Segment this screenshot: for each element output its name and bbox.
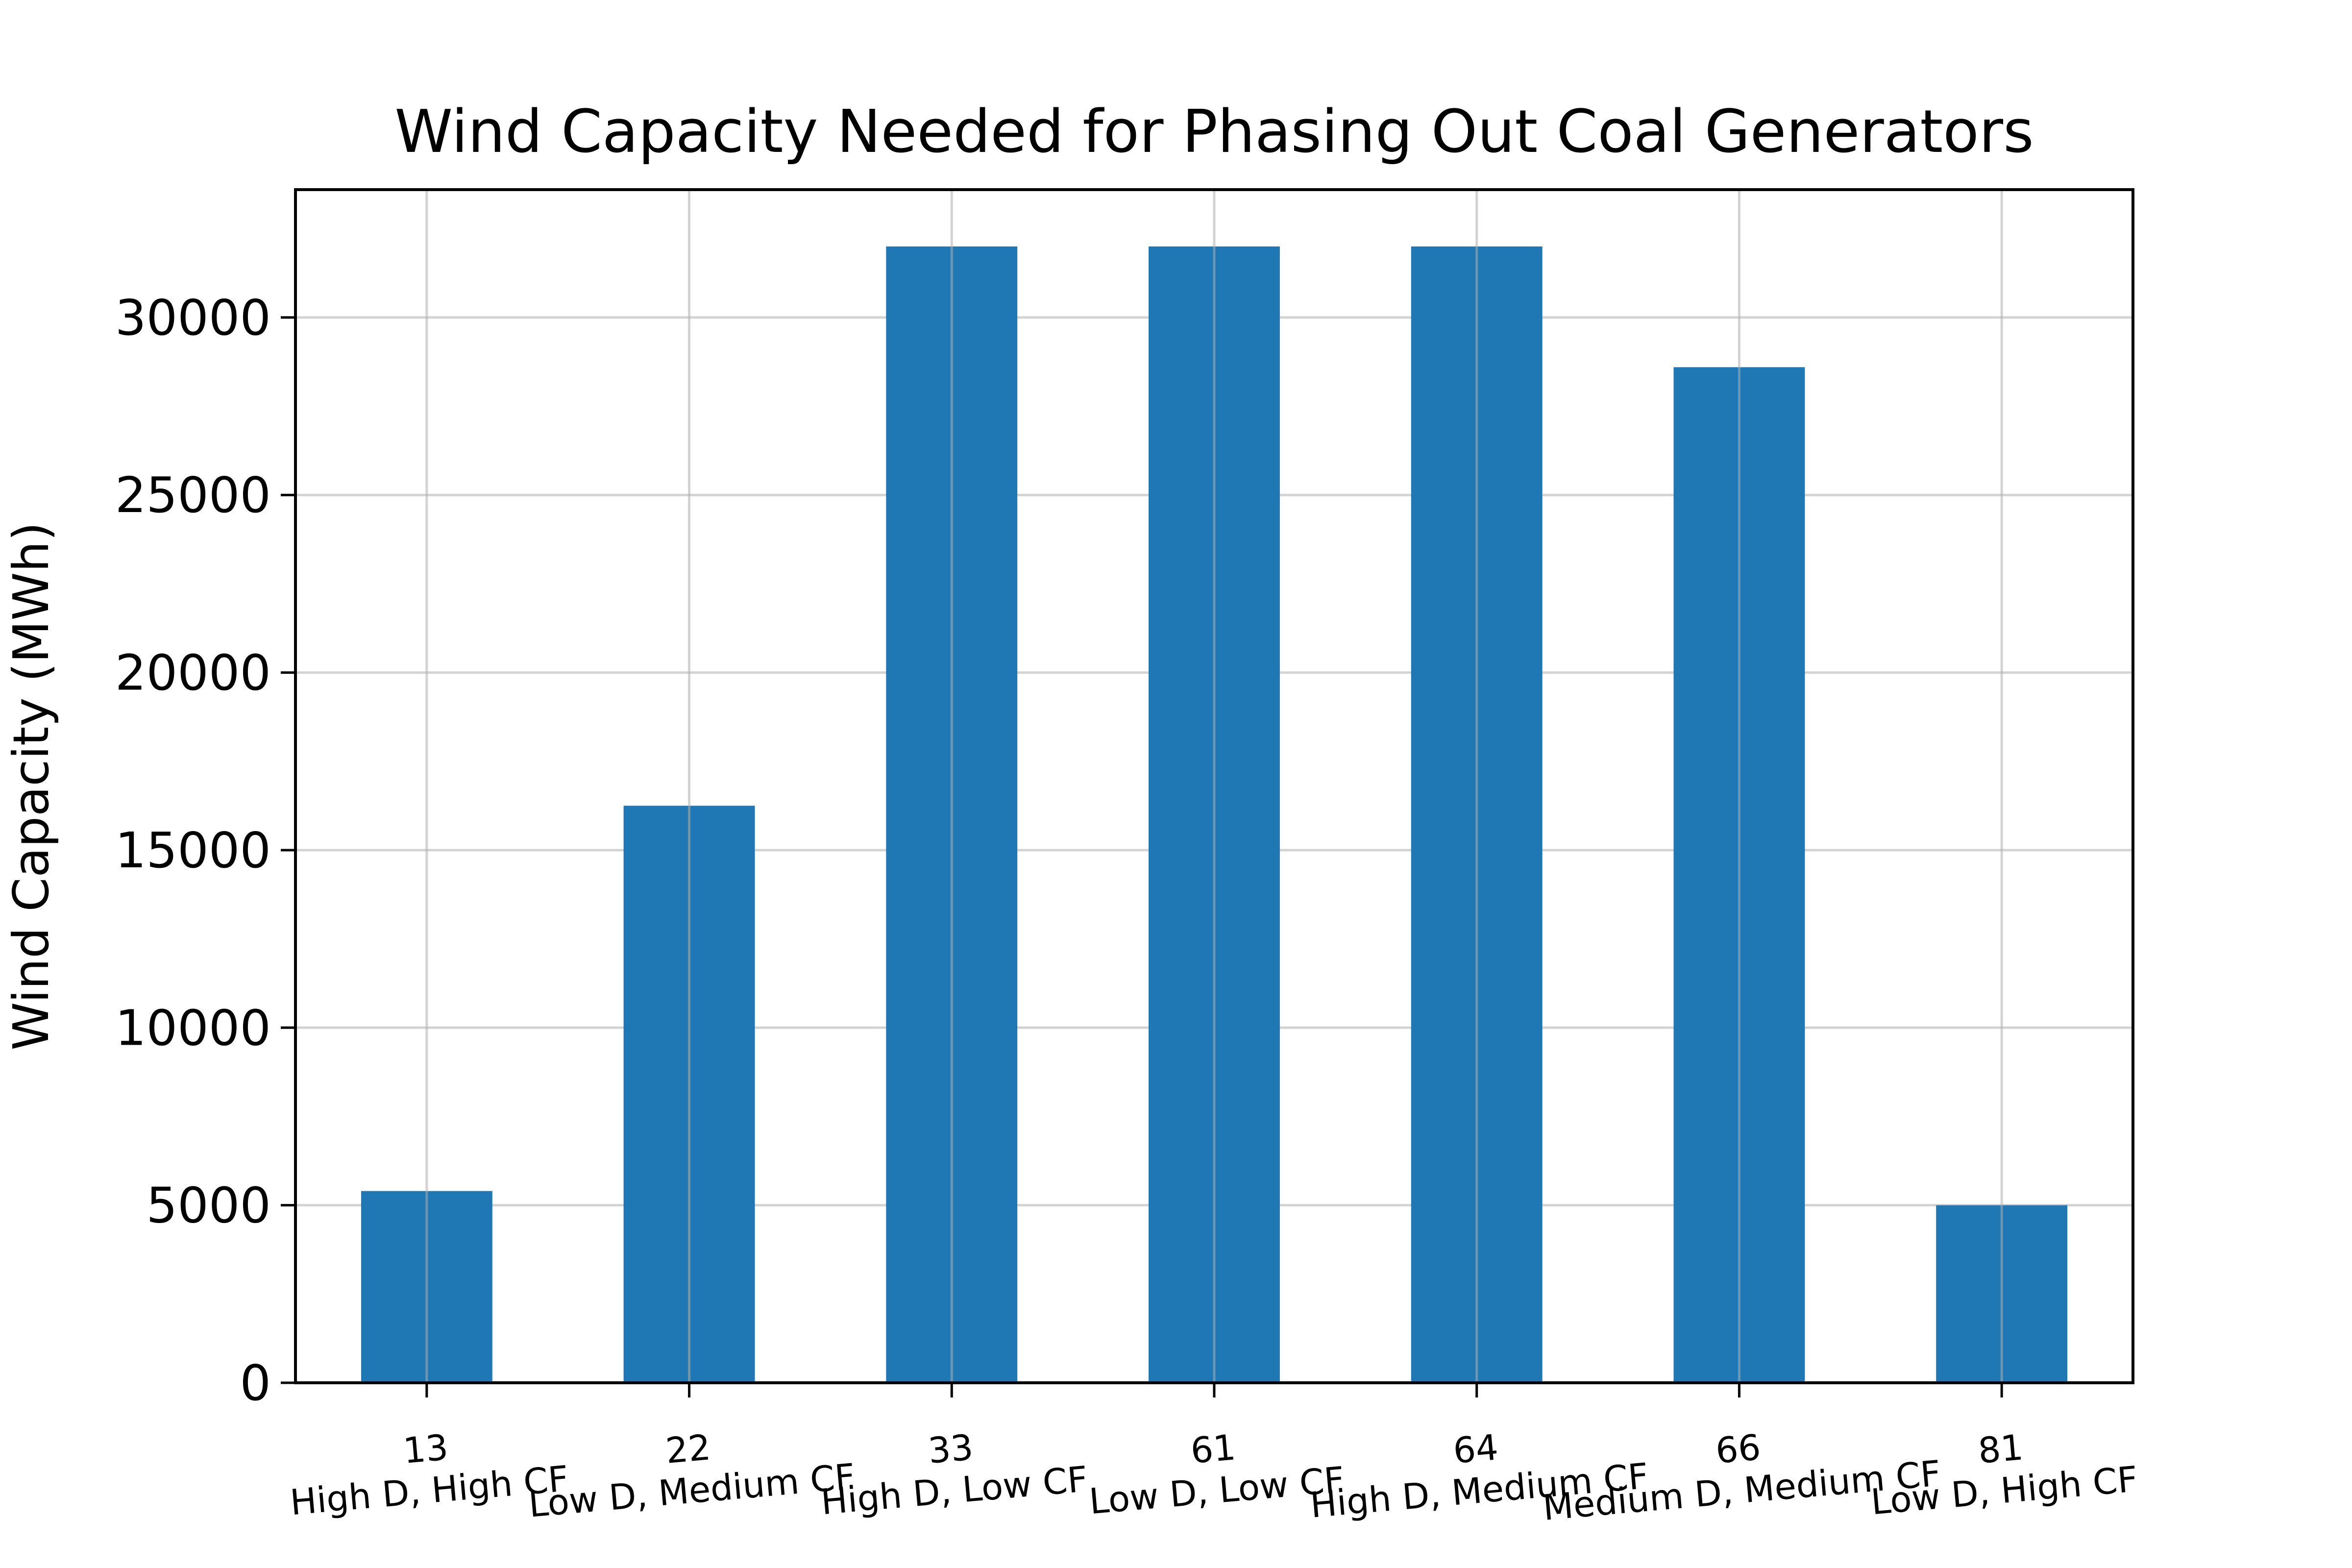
y-tick-label: 15000 xyxy=(115,822,271,879)
y-tick-label: 30000 xyxy=(115,289,271,346)
x-tick-id: 33 xyxy=(927,1426,975,1471)
y-tick-label: 25000 xyxy=(115,466,271,524)
chart-title: Wind Capacity Needed for Phasing Out Coa… xyxy=(394,98,2034,166)
y-axis-ticks: 0 5000 10000 15000 20000 25000 30000 xyxy=(115,289,295,1412)
x-tick-id: 13 xyxy=(401,1426,450,1471)
x-tick-id: 81 xyxy=(1977,1426,2025,1471)
x-tick-id: 66 xyxy=(1714,1426,1763,1471)
vertical-grid-lines xyxy=(425,190,2003,1383)
y-tick-label: 10000 xyxy=(115,999,271,1056)
x-tick-id: 22 xyxy=(664,1426,712,1471)
y-tick-label: 0 xyxy=(240,1354,271,1412)
x-tick-id: 61 xyxy=(1189,1426,1238,1471)
y-tick-label: 20000 xyxy=(115,644,271,702)
y-axis-label: Wind Capacity (MWh) xyxy=(2,522,60,1050)
y-tick-label: 5000 xyxy=(147,1177,271,1234)
x-tick-id: 64 xyxy=(1451,1426,1500,1471)
